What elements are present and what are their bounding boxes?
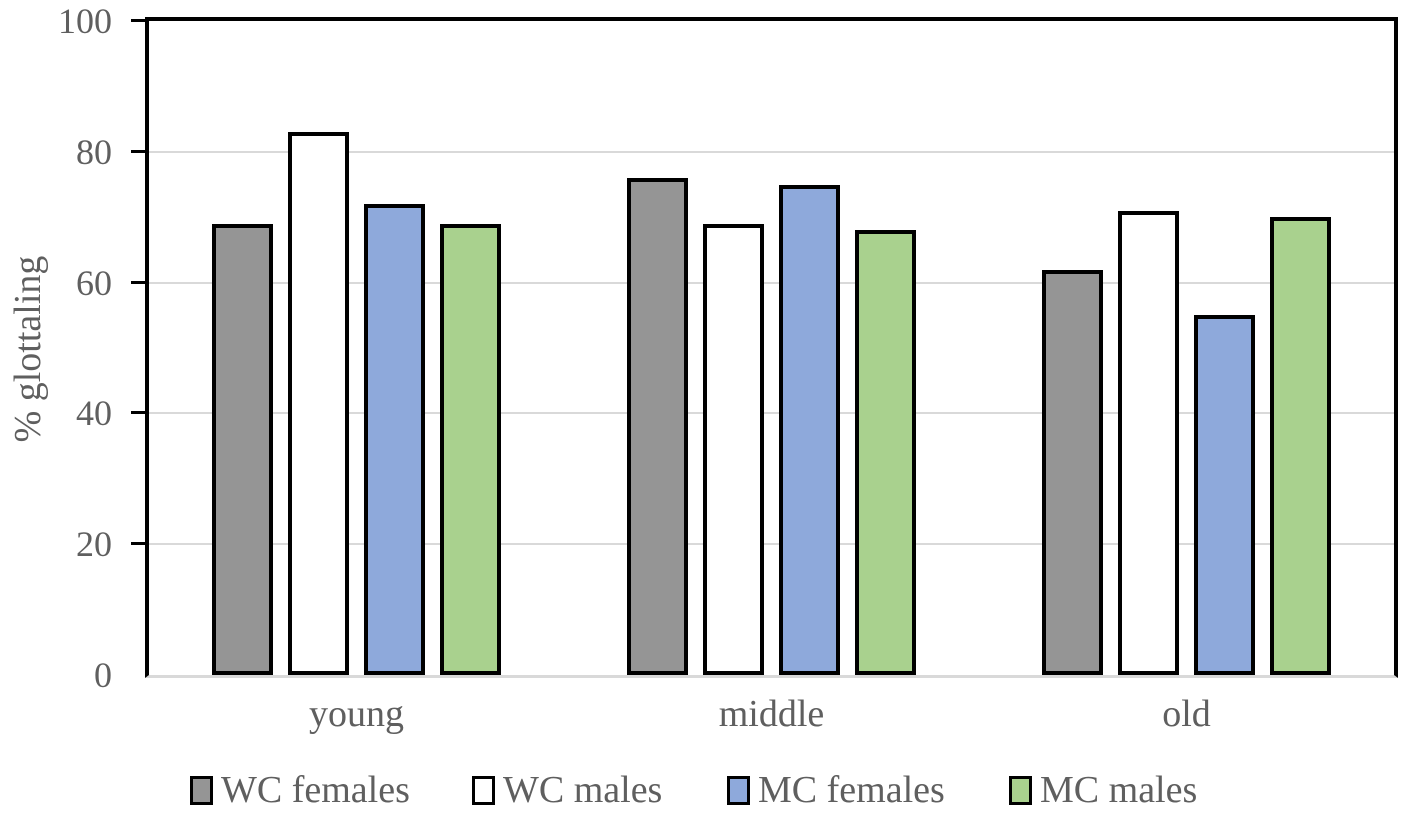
bar-mc-females-middle xyxy=(779,184,840,675)
bar-wc-females-middle xyxy=(627,177,688,675)
gridline xyxy=(149,412,1394,415)
legend-item-mc-males: MC males xyxy=(1009,769,1198,811)
legend-swatch-wc-females xyxy=(190,775,213,805)
y-tick-mark xyxy=(131,19,146,22)
legend-item-wc-males: WC males xyxy=(472,769,663,811)
gridline xyxy=(149,543,1394,546)
bar-mc-males-young xyxy=(440,223,501,675)
legend-item-mc-females: MC females xyxy=(727,769,945,811)
y-tick-label: 60 xyxy=(76,262,112,303)
y-axis-title: % glottaling xyxy=(7,255,49,443)
bar-mc-females-young xyxy=(364,204,425,675)
legend-swatch-mc-males xyxy=(1009,775,1032,805)
legend-swatch-mc-females xyxy=(727,775,750,805)
gridline xyxy=(149,281,1394,284)
y-tick-mark xyxy=(131,411,146,415)
plot-area xyxy=(145,17,1398,678)
legend-label: WC males xyxy=(503,769,663,811)
bar-wc-males-middle xyxy=(703,223,764,675)
y-tick-label: 100 xyxy=(58,1,112,41)
bar-mc-females-old xyxy=(1194,315,1255,675)
x-category-label-young: young xyxy=(309,693,404,735)
bar-wc-females-old xyxy=(1042,269,1103,675)
legend-label: MC females xyxy=(758,769,945,811)
y-tick-mark xyxy=(131,149,146,153)
y-tick-mark xyxy=(131,542,146,546)
y-tick-label: 0 xyxy=(94,655,112,695)
legend-label: MC males xyxy=(1040,769,1198,811)
legend-label: WC females xyxy=(221,769,410,811)
x-category-label-middle: middle xyxy=(718,693,825,735)
bar-wc-males-old xyxy=(1118,210,1179,675)
y-tick-label: 40 xyxy=(76,393,112,434)
gridline xyxy=(149,150,1394,153)
bar-wc-females-young xyxy=(212,223,273,675)
y-tick-label: 20 xyxy=(76,524,112,565)
bar-mc-males-middle xyxy=(855,230,916,675)
legend-item-wc-females: WC females xyxy=(190,769,410,811)
y-tick-label: 80 xyxy=(76,131,112,172)
bar-wc-males-young xyxy=(288,132,349,675)
y-tick-mark xyxy=(131,280,146,284)
bar-mc-males-old xyxy=(1270,217,1331,675)
x-category-label-old: old xyxy=(1162,693,1211,735)
legend-swatch-wc-males xyxy=(472,775,495,805)
